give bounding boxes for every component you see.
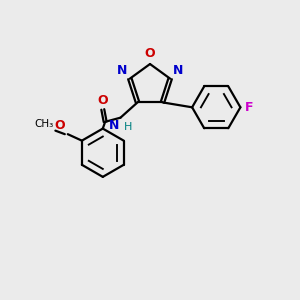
Text: F: F <box>245 101 253 114</box>
Text: CH₃: CH₃ <box>34 119 54 129</box>
Text: N: N <box>172 64 183 77</box>
Text: H: H <box>124 122 132 132</box>
Text: O: O <box>54 119 65 132</box>
Text: N: N <box>117 64 128 77</box>
Text: O: O <box>145 47 155 61</box>
Text: N: N <box>109 119 119 133</box>
Text: O: O <box>98 94 108 107</box>
